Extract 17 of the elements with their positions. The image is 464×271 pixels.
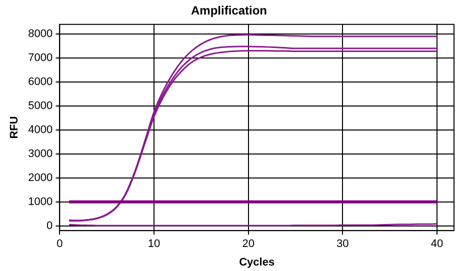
x-tick-label: 10 <box>148 238 160 250</box>
y-tick-label: 5000 <box>28 100 53 112</box>
x-tick-label: 40 <box>430 238 444 250</box>
x-tick-label: 20 <box>242 238 254 250</box>
x-tick-label: 0 <box>56 238 63 250</box>
y-tick-label: 4000 <box>28 124 53 136</box>
y-axis-title: RFU <box>8 116 21 139</box>
y-tick-label: 0 <box>46 220 53 232</box>
x-tick-label: 30 <box>336 238 349 250</box>
y-tick-label: 6000 <box>28 76 53 88</box>
y-tick-label: 8000 <box>28 28 53 40</box>
y-tick-label: 3000 <box>28 148 53 160</box>
chart-title: Amplification <box>190 4 268 18</box>
y-tick-label: 7000 <box>28 52 53 64</box>
y-tick-label: 1000 <box>28 196 53 208</box>
y-tick-label: 2000 <box>28 172 53 184</box>
x-axis-title: Cycles <box>239 256 275 268</box>
